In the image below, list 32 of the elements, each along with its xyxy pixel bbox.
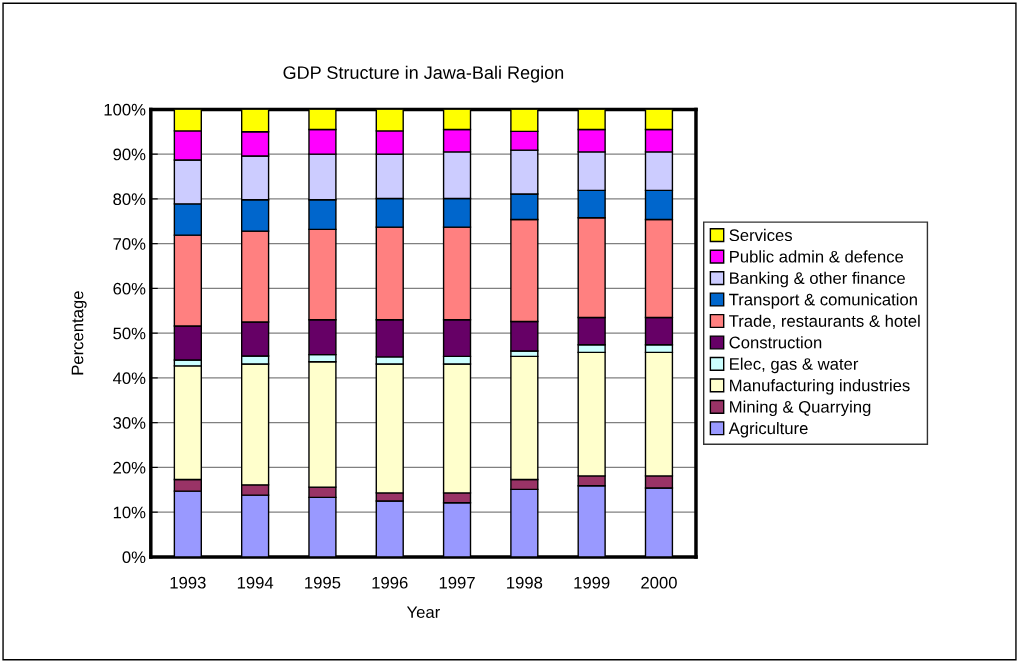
chart-title: GDP Structure in Jawa-Bali Region (283, 65, 564, 83)
legend-label: Trade, restaurants & hotel (729, 314, 920, 329)
legend-label: Manufacturing industries (730, 379, 910, 395)
y-tick-label: 20% (113, 461, 146, 474)
y-tick-label: 70% (113, 238, 146, 250)
x-axis-title: Year (406, 606, 440, 619)
y-tick-label: 30% (113, 417, 146, 429)
y-tick-label: 10% (113, 506, 146, 519)
y-tick-label: 0% (122, 551, 146, 564)
x-tick-label: 1996 (372, 576, 408, 589)
legend-label: Elec, gas & water (730, 357, 859, 374)
x-tick-label: 1994 (237, 576, 274, 589)
legend-label: Banking & other finance (730, 271, 905, 288)
x-tick-label: 1999 (574, 576, 610, 589)
x-tick-label: 1997 (439, 576, 475, 589)
legend-label: Services (729, 228, 793, 242)
legend-label: Agriculture (728, 422, 808, 438)
x-tick-label: 2000 (641, 576, 677, 589)
y-tick-label: 40% (112, 372, 146, 385)
y-tick-label: 60% (113, 282, 146, 295)
y-axis-title: Percentage (71, 291, 87, 375)
legend-label: Mining & Quarrying (730, 400, 871, 417)
x-tick-label: 1998 (507, 576, 543, 589)
legend-label: Construction (729, 336, 822, 349)
y-tick-label: 100% (104, 103, 146, 116)
x-tick-label: 1993 (170, 576, 206, 589)
y-tick-label: 90% (113, 148, 146, 161)
legend-label: Transport & comunication (729, 293, 917, 309)
legend-label: Public admin & defence (730, 250, 904, 263)
x-tick-label: 1995 (305, 576, 341, 589)
y-tick-label: 80% (113, 193, 146, 206)
y-tick-label: 50% (113, 327, 146, 340)
